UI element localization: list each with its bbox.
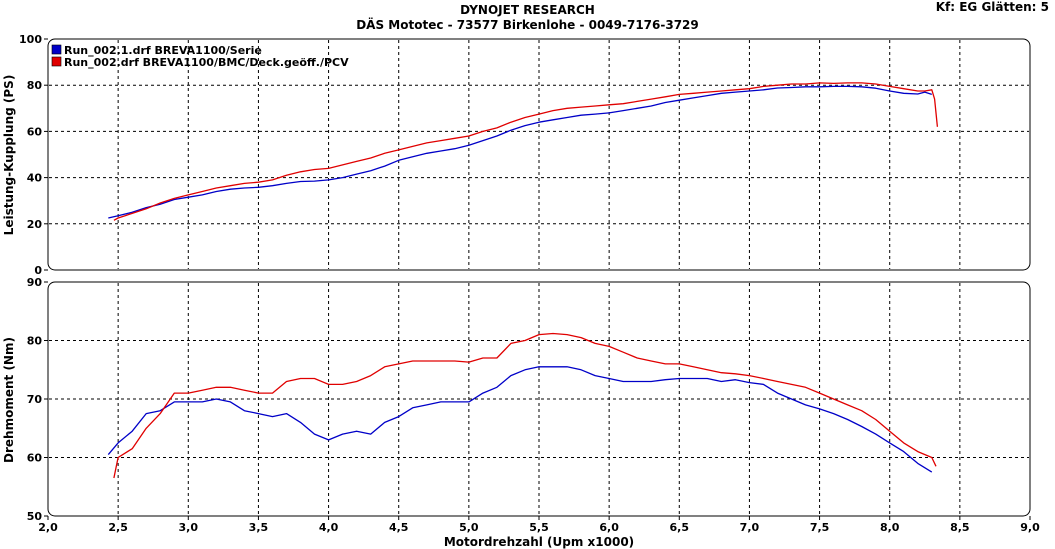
y-tick-label: 100: [19, 33, 42, 46]
series-line: [107, 366, 933, 473]
x-tick-label: 7,0: [740, 521, 760, 534]
y-tick-label: 80: [27, 79, 43, 92]
series-line: [113, 82, 939, 221]
y-tick-label: 0: [34, 264, 42, 277]
y-tick-label: 60: [27, 452, 43, 465]
x-tick-label: 2,5: [108, 521, 128, 534]
x-axis-label: Motordrehzahl (Upm x1000): [444, 535, 634, 549]
y-tick-label: 50: [27, 510, 43, 523]
x-tick-label: 4,0: [319, 521, 339, 534]
x-tick-label: 4,5: [389, 521, 409, 534]
x-tick-label: 6,5: [670, 521, 690, 534]
x-tick-label: 2,0: [38, 521, 58, 534]
y-tick-label: 80: [27, 335, 43, 348]
x-tick-label: 8,5: [950, 521, 970, 534]
y-tick-label: 60: [27, 125, 43, 138]
x-tick-label: 5,0: [459, 521, 479, 534]
legend-swatch: [51, 56, 62, 67]
x-tick-label: 8,0: [880, 521, 900, 534]
legend-label: Run_002.1.drf BREVA1100/Serie: [64, 44, 262, 57]
y-axis-label: Leistung-Kupplung (PS): [2, 75, 16, 236]
y-tick-label: 90: [27, 276, 43, 289]
y-tick-label: 70: [27, 393, 43, 406]
x-tick-label: 9,0: [1020, 521, 1040, 534]
y-tick-label: 20: [27, 218, 43, 231]
y-axis-label: Drehmoment (Nm): [2, 337, 16, 463]
power-panel: 0 20 40 60 80 100 Leistung-Kupplung (PS) Run_00…: [2, 33, 1031, 277]
torque-panel: 50 60 70 80 90 Drehmoment (Nm) 2,0 2,5 3,0 3,5 4,0…: [2, 276, 1040, 549]
x-tick-label: 3,5: [249, 521, 269, 534]
x-tick-label: 3,0: [179, 521, 199, 534]
chart-subtitle: DÄS Mototec - 73577 Birkenlohe - 0049-71…: [356, 18, 699, 32]
legend-swatch: [51, 44, 62, 55]
y-tick-label: 40: [27, 172, 43, 185]
smoothing-settings: Kf: EG Glätten: 5: [935, 0, 1049, 14]
chart-title: DYNOJET RESEARCH: [460, 3, 595, 17]
x-tick-label: 7,5: [810, 521, 830, 534]
x-tick-label: 5,5: [529, 521, 549, 534]
series-line: [113, 332, 937, 479]
x-tick-label: 6,0: [599, 521, 619, 534]
series-line: [108, 85, 933, 219]
legend-label: Run_002.drf BREVA1100/BMC/Deck.geöff./PC…: [64, 56, 349, 69]
